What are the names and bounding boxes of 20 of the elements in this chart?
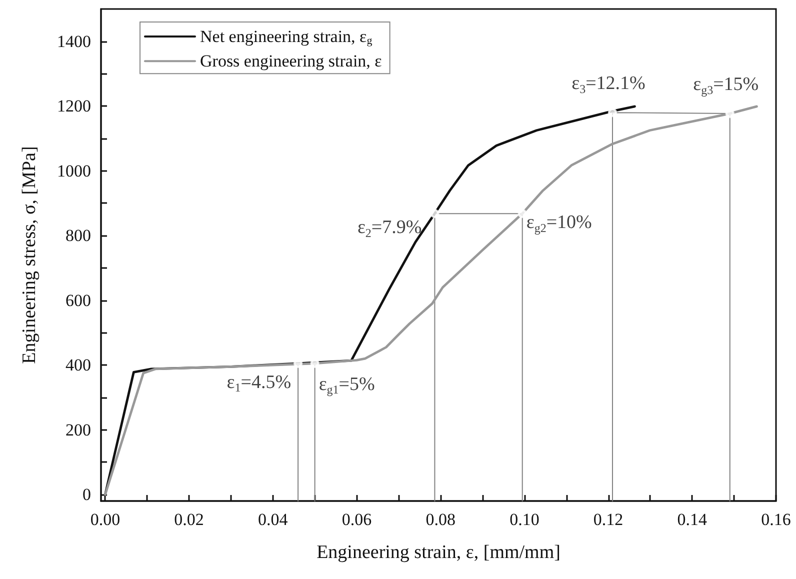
x-tick-label: 0.04	[258, 510, 288, 529]
y-tick-label: 200	[66, 420, 91, 440]
x-tick-label: 0.14	[677, 510, 708, 529]
x-tick-label: 0.00	[90, 510, 120, 529]
x-axis-title: Engineering strain, ε, [mm/mm]	[316, 542, 560, 563]
y-tick-label: 0	[82, 485, 91, 504]
x-tick-label: 0.06	[342, 510, 372, 529]
x-tick-label: 0.10	[510, 510, 540, 529]
y-axis-title: Engineering stress, σ, [MPa]	[19, 146, 40, 364]
y-tick-label: 800	[66, 226, 91, 246]
x-tick-label: 0.08	[426, 510, 456, 529]
x-tick-label: 0.12	[593, 510, 624, 529]
y-tick-label: 1200	[57, 96, 91, 116]
y-tick-label: 1400	[57, 32, 91, 51]
x-tick-label: 0.02	[174, 510, 204, 529]
y-tick-label: 400	[66, 356, 91, 375]
y-tick-label: 600	[66, 290, 91, 310]
x-tick-label: 0.16	[761, 510, 791, 529]
legend-label: Gross engineering strain, ε	[200, 52, 382, 71]
y-tick-label: 1000	[57, 161, 91, 180]
